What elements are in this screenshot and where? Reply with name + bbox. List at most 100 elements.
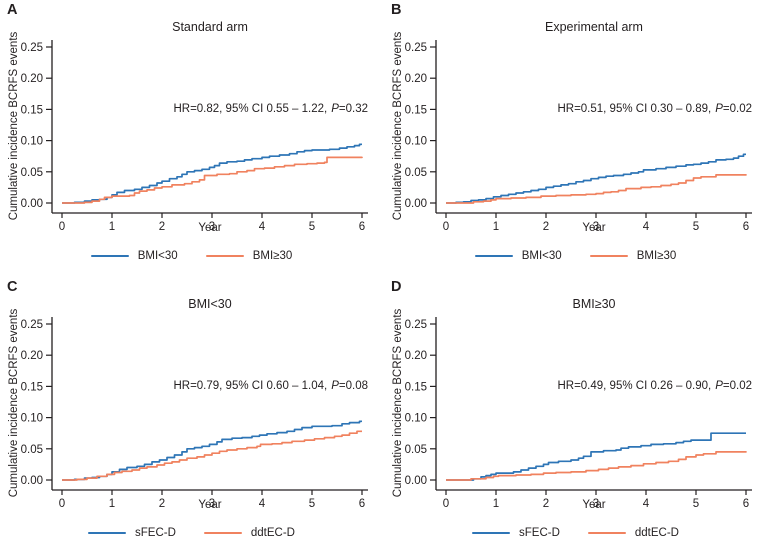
svg-text:0.20: 0.20: [405, 73, 427, 85]
panel-letter: B: [391, 2, 402, 18]
panel-title: Standard arm: [172, 20, 248, 34]
svg-text:4: 4: [259, 221, 266, 233]
legend-item: sFEC-D: [472, 527, 560, 539]
hr-annotation-text: HR=0.49, 95% CI 0.26 – 0.90,: [557, 380, 712, 392]
svg-text:4: 4: [643, 221, 650, 233]
svg-text:0.15: 0.15: [405, 104, 427, 116]
plot-axes-and-curves: 0.00 0.05 0.10 0.15 0.20 0.25 0 1 2 3 4 5 6: [405, 40, 752, 233]
svg-text:4: 4: [643, 498, 650, 510]
svg-text:0.10: 0.10: [21, 413, 43, 425]
svg-text:3: 3: [593, 221, 599, 233]
hr-annotation: HR=0.79, 95% CI 0.60 – 1.04, P=0.08: [173, 380, 368, 392]
legend-item: ddtEC-D: [203, 527, 295, 539]
svg-text:0.05: 0.05: [405, 444, 427, 456]
legend-label: ddtEC-D: [634, 527, 679, 539]
svg-text:5: 5: [693, 221, 699, 233]
p-value: =0.32: [338, 103, 368, 115]
x-axis-label: Year: [582, 499, 606, 511]
x-axis-label: Year: [198, 222, 222, 234]
p-value: =0.08: [338, 380, 368, 392]
legend-line-sample: [88, 531, 126, 535]
svg-text:3: 3: [209, 498, 215, 510]
svg-text:6: 6: [359, 221, 365, 233]
panel-d-bmi-ge-30: 0.00 0.05 0.10 0.15 0.20 0.25 0 1 2 3 4 5 6 D BMI≥30…: [384, 277, 767, 553]
legend-label: sFEC-D: [519, 527, 560, 539]
panel-c-bmi-lt-30: 0.00 0.05 0.10 0.15 0.20 0.25 0 1 2 3 4 5 6 C BMI<30…: [0, 277, 383, 553]
svg-text:1: 1: [493, 498, 499, 510]
legend-line-sample: [472, 531, 510, 535]
panel-title: Experimental arm: [545, 20, 643, 34]
svg-text:0: 0: [59, 221, 65, 233]
svg-text:1: 1: [493, 221, 499, 233]
legend-line-sample: [203, 531, 242, 535]
legend-item: BMI<30: [90, 250, 178, 262]
hr-annotation-text: HR=0.82, 95% CI 0.55 – 1.22,: [173, 103, 328, 115]
svg-text:0.25: 0.25: [405, 319, 427, 331]
panel-title: BMI<30: [188, 297, 232, 311]
plot-axes-and-curves: 0.00 0.05 0.10 0.15 0.20 0.25 0 1 2 3 4 5 6: [405, 317, 752, 510]
legend-item: BMI≥30: [205, 250, 293, 262]
legend-label: ddtEC-D: [250, 527, 295, 539]
legend: BMI<30 BMI≥30: [384, 250, 767, 262]
svg-text:0.05: 0.05: [405, 167, 427, 179]
legend-item: BMI≥30: [589, 250, 677, 262]
svg-text:5: 5: [693, 498, 699, 510]
legend-label: BMI≥30: [636, 250, 677, 262]
svg-text:6: 6: [743, 221, 749, 233]
p-symbol: P: [331, 380, 339, 392]
legend-label: BMI<30: [137, 250, 178, 262]
svg-text:0.20: 0.20: [21, 73, 43, 85]
svg-text:1: 1: [109, 221, 115, 233]
panel-letter: A: [7, 2, 18, 18]
legend-line-sample: [90, 254, 129, 258]
p-value: =0.02: [722, 103, 752, 115]
svg-text:2: 2: [543, 498, 549, 510]
svg-text:0.20: 0.20: [405, 350, 427, 362]
p-symbol: P: [715, 103, 723, 115]
svg-text:0.25: 0.25: [21, 42, 43, 54]
hr-annotation-text: HR=0.79, 95% CI 0.60 – 1.04,: [173, 380, 328, 392]
svg-text:3: 3: [209, 221, 215, 233]
legend-label: BMI≥30: [252, 250, 293, 262]
svg-text:6: 6: [743, 498, 749, 510]
svg-text:0.10: 0.10: [21, 136, 43, 148]
svg-text:0.10: 0.10: [405, 136, 427, 148]
svg-text:0.00: 0.00: [21, 198, 43, 210]
svg-text:0.10: 0.10: [405, 413, 427, 425]
svg-text:5: 5: [309, 221, 315, 233]
svg-text:2: 2: [159, 498, 165, 510]
svg-text:0.15: 0.15: [21, 381, 43, 393]
panel-letter: D: [391, 279, 402, 295]
x-axis-label: Year: [198, 499, 222, 511]
legend-line-sample: [205, 254, 244, 258]
p-symbol: P: [331, 103, 339, 115]
svg-text:0.00: 0.00: [405, 475, 427, 487]
svg-text:2: 2: [159, 221, 165, 233]
svg-text:0.25: 0.25: [405, 42, 427, 54]
panel-b-experimental-arm: 0.00 0.05 0.10 0.15 0.20 0.25 0 1 2 3 4 5 6 B Experi…: [384, 0, 767, 276]
svg-text:3: 3: [593, 498, 599, 510]
svg-text:1: 1: [109, 498, 115, 510]
svg-text:0.00: 0.00: [405, 198, 427, 210]
p-value: =0.02: [722, 380, 752, 392]
legend: sFEC-D ddtEC-D: [384, 527, 767, 539]
panel-title: BMI≥30: [572, 297, 616, 311]
svg-text:0.05: 0.05: [21, 444, 43, 456]
svg-text:0: 0: [443, 221, 449, 233]
hr-annotation-text: HR=0.51, 95% CI 0.30 – 0.89,: [557, 103, 712, 115]
svg-text:2: 2: [543, 221, 549, 233]
svg-text:0.20: 0.20: [21, 350, 43, 362]
p-symbol: P: [715, 380, 723, 392]
panel-a-standard-arm: 0.00 0.05 0.10 0.15 0.20 0.25 0 1 2 3 4 5 6 A Standa…: [0, 0, 383, 276]
hr-annotation: HR=0.51, 95% CI 0.30 – 0.89, P=0.02: [557, 103, 752, 115]
y-axis-label: Cumulative incidence BCRFS events: [392, 31, 404, 221]
svg-text:5: 5: [309, 498, 315, 510]
svg-text:0.00: 0.00: [21, 475, 43, 487]
legend-label: BMI<30: [521, 250, 562, 262]
svg-text:6: 6: [359, 498, 365, 510]
svg-text:0: 0: [59, 498, 65, 510]
svg-text:0.05: 0.05: [21, 167, 43, 179]
legend: BMI<30 BMI≥30: [0, 250, 383, 262]
svg-text:0.15: 0.15: [21, 104, 43, 116]
